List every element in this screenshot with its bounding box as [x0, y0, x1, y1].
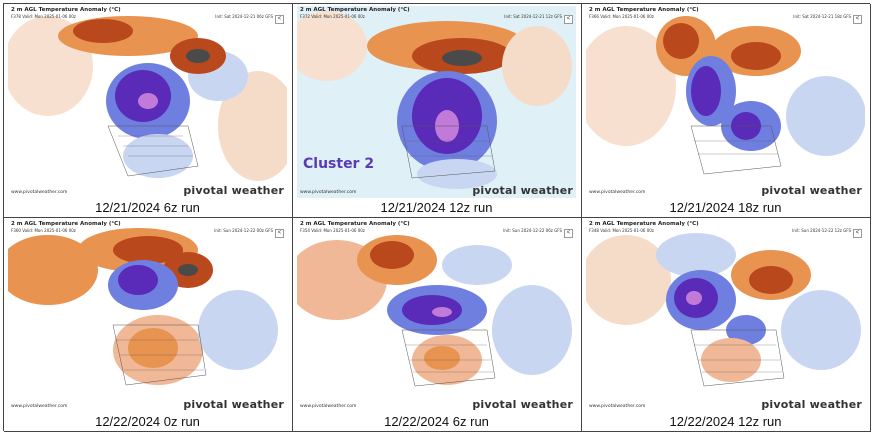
run-caption: 12/21/2024 18z run	[669, 200, 782, 215]
map-title: 2 m AGL Temperature Anomaly (°C)	[589, 7, 699, 13]
map-init-time: Init: Sun 2024-12-22 06z GFS	[503, 228, 562, 233]
map-title: 2 m AGL Temperature Anomaly (°C)	[300, 221, 410, 227]
run-caption: 12/21/2024 12z run	[380, 200, 493, 215]
map-title: 2 m AGL Temperature Anomaly (°C)	[300, 7, 410, 13]
model-run-grid: 2 m AGL Temperature Anomaly (°C) F378 Va…	[3, 3, 871, 432]
run-caption: 12/21/2024 6z run	[95, 200, 200, 215]
site-url: www.pivotalweather.com	[11, 404, 68, 409]
temperature-anomaly-map	[586, 16, 865, 175]
run-cell: 2 m AGL Temperature Anomaly (°C) F372 Va…	[293, 4, 582, 218]
anomaly-map-panel: 2 m AGL Temperature Anomaly (°C) F372 Va…	[297, 6, 576, 198]
run-cell: 2 m AGL Temperature Anomaly (°C) F354 Va…	[293, 218, 582, 432]
site-url: www.pivotalweather.com	[300, 190, 357, 195]
map-valid-time: F354 Valid: Mon 2025-01-06 00z	[300, 228, 365, 233]
anomaly-map-panel: 2 m AGL Temperature Anomaly (°C) F354 Va…	[297, 220, 576, 412]
anomaly-map-panel: 2 m AGL Temperature Anomaly (°C) F378 Va…	[8, 6, 287, 198]
map-init-time: Init: Sat 2024-12-21 12z GFS	[504, 14, 562, 19]
brand-watermark: pivotal weather	[761, 184, 862, 197]
run-cell: 2 m AGL Temperature Anomaly (°C) F348 Va…	[582, 218, 871, 432]
brand-watermark: pivotal weather	[183, 184, 284, 197]
share-icon[interactable]: <	[275, 15, 284, 24]
temperature-anomaly-map	[8, 228, 278, 386]
run-caption: 12/22/2024 6z run	[384, 414, 489, 429]
run-caption: 12/22/2024 0z run	[95, 414, 200, 429]
site-url: www.pivotalweather.com	[11, 190, 68, 195]
map-valid-time: F372 Valid: Mon 2025-01-06 00z	[300, 14, 365, 19]
map-title: 2 m AGL Temperature Anomaly (°C)	[589, 221, 699, 227]
site-url: www.pivotalweather.com	[589, 404, 646, 409]
map-valid-time: F366 Valid: Mon 2025-01-06 00z	[589, 14, 654, 19]
temperature-anomaly-map	[586, 233, 861, 387]
anomaly-map-panel: 2 m AGL Temperature Anomaly (°C) F360 Va…	[8, 220, 287, 412]
run-caption: 12/22/2024 12z run	[669, 414, 782, 429]
brand-watermark: pivotal weather	[472, 184, 573, 197]
temperature-anomaly-map	[297, 11, 572, 189]
share-icon[interactable]: <	[564, 229, 573, 238]
brand-watermark: pivotal weather	[183, 398, 284, 411]
share-icon[interactable]: <	[275, 229, 284, 238]
run-cell: 2 m AGL Temperature Anomaly (°C) F366 Va…	[582, 4, 871, 218]
map-init-time: Init: Sat 2024-12-21 06z GFS	[215, 14, 273, 19]
anomaly-map-panel: 2 m AGL Temperature Anomaly (°C) F366 Va…	[586, 6, 865, 198]
run-cell: 2 m AGL Temperature Anomaly (°C) F378 Va…	[4, 4, 293, 218]
share-icon[interactable]: <	[853, 229, 862, 238]
map-valid-time: F348 Valid: Mon 2025-01-06 00z	[589, 228, 654, 233]
share-icon[interactable]: <	[564, 15, 573, 24]
site-url: www.pivotalweather.com	[589, 190, 646, 195]
map-title: 2 m AGL Temperature Anomaly (°C)	[11, 221, 121, 227]
map-init-time: Init: Sun 2024-12-22 00z GFS	[214, 228, 273, 233]
cluster-label: Cluster 2	[303, 156, 375, 172]
run-cell: 2 m AGL Temperature Anomaly (°C) F360 Va…	[4, 218, 293, 432]
map-title: 2 m AGL Temperature Anomaly (°C)	[11, 7, 121, 13]
map-valid-time: F360 Valid: Mon 2025-01-06 00z	[11, 228, 76, 233]
map-init-time: Init: Sun 2024-12-22 12z GFS	[792, 228, 851, 233]
temperature-anomaly-map	[297, 235, 572, 387]
anomaly-map-panel: 2 m AGL Temperature Anomaly (°C) F348 Va…	[586, 220, 865, 412]
brand-watermark: pivotal weather	[472, 398, 573, 411]
brand-watermark: pivotal weather	[761, 398, 862, 411]
map-init-time: Init: Sat 2024-12-21 18z GFS	[793, 14, 851, 19]
temperature-anomaly-map	[8, 16, 287, 181]
share-icon[interactable]: <	[853, 15, 862, 24]
site-url: www.pivotalweather.com	[300, 404, 357, 409]
map-valid-time: F378 Valid: Mon 2025-01-06 00z	[11, 14, 76, 19]
